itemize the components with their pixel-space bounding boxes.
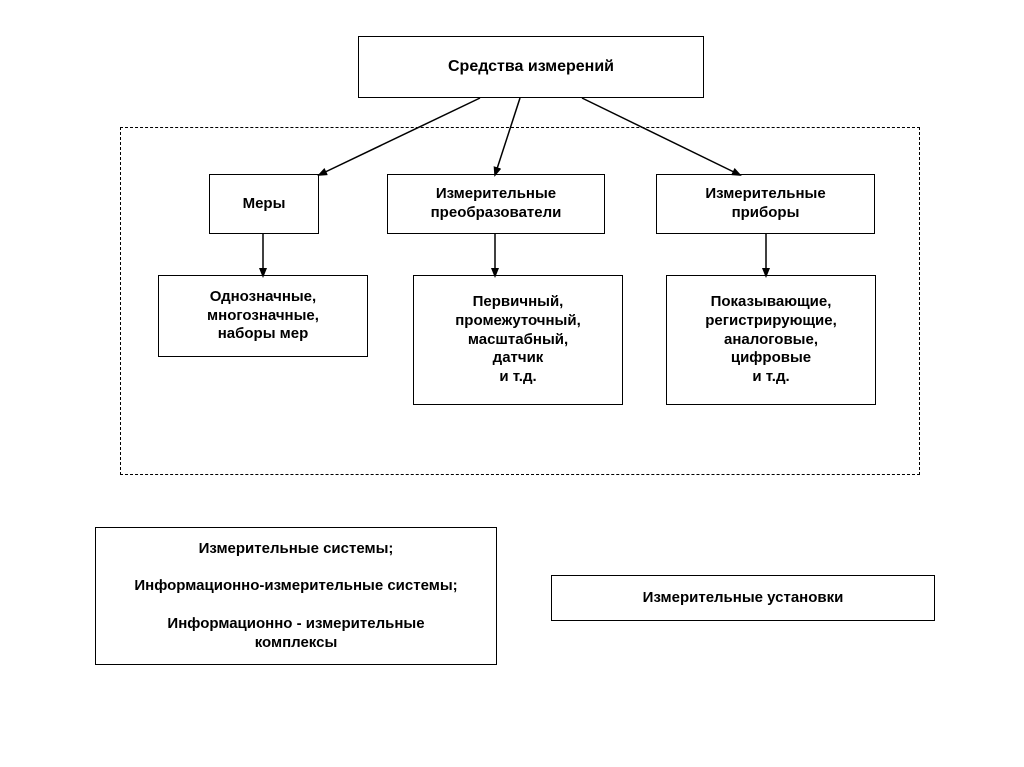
node-mery-detail-label: Однозначные, многозначные, наборы мер bbox=[207, 288, 319, 344]
node-ustanovki: Измерительные установки bbox=[551, 575, 935, 621]
node-pribory-label: Измерительные приборы bbox=[705, 185, 825, 223]
node-root: Средства измерений bbox=[358, 36, 704, 98]
diagram-canvas: Средства измерений Меры Измерительные пр… bbox=[0, 0, 1024, 767]
node-mery: Меры bbox=[209, 174, 319, 234]
node-pribory-detail-label: Показывающие, регистрирующие, аналоговые… bbox=[705, 293, 837, 387]
node-preobrazovateli: Измерительные преобразователи bbox=[387, 174, 605, 234]
node-preobrazovateli-detail: Первичный, промежуточный, масштабный, да… bbox=[413, 275, 623, 405]
node-pribory-detail: Показывающие, регистрирующие, аналоговые… bbox=[666, 275, 876, 405]
node-systems-label: Измерительные системы; Информационно-изм… bbox=[134, 540, 457, 653]
node-preobrazovateli-label: Измерительные преобразователи bbox=[431, 185, 562, 223]
node-preobrazovateli-detail-label: Первичный, промежуточный, масштабный, да… bbox=[455, 293, 581, 387]
node-pribory: Измерительные приборы bbox=[656, 174, 875, 234]
node-root-label: Средства измерений bbox=[448, 57, 614, 77]
node-systems: Измерительные системы; Информационно-изм… bbox=[95, 527, 497, 665]
node-mery-detail: Однозначные, многозначные, наборы мер bbox=[158, 275, 368, 357]
node-ustanovki-label: Измерительные установки bbox=[643, 589, 844, 608]
node-mery-label: Меры bbox=[243, 195, 286, 214]
